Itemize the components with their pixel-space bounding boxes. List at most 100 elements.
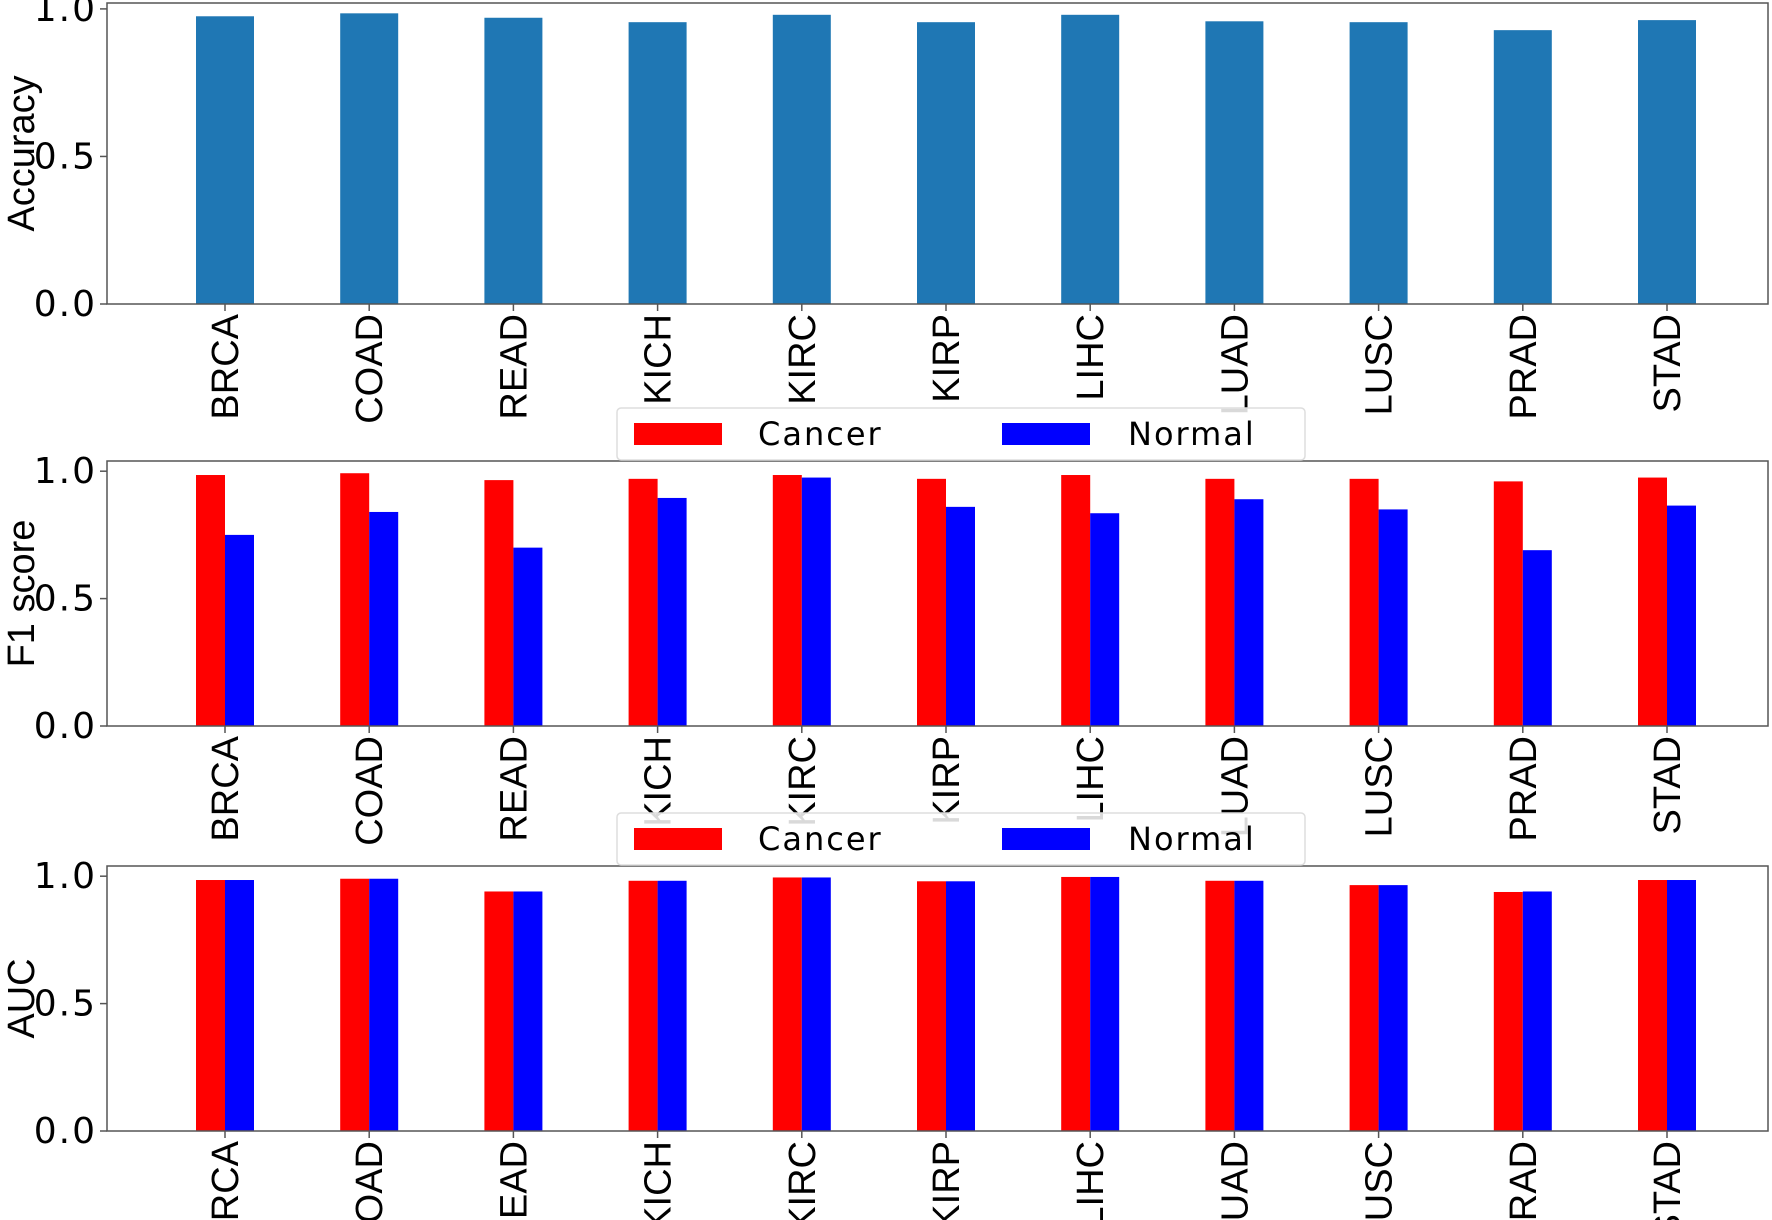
x-tick-label: KIRC <box>782 736 824 827</box>
bar-brca-normal <box>225 534 254 726</box>
x-tick-label: LUAD <box>1214 314 1256 415</box>
x-tick-label: BRCA <box>205 1140 247 1220</box>
x-tick-label: KICH <box>638 736 680 827</box>
bar-kirc-cancer <box>772 877 802 1131</box>
chart-panel-1: 0.0 0.5 1.0 BRCA COAD READ KICH KIRC KIRP LIHC LUA… <box>1 0 1769 424</box>
bar-brca-normal <box>225 880 254 1131</box>
bar-kirc-normal <box>801 877 831 1131</box>
x-tick-label: COAD <box>349 1141 391 1220</box>
bar-prad-normal <box>1522 891 1552 1131</box>
bar-lihc-cancer <box>1061 475 1091 726</box>
bar-stad <box>1638 20 1696 304</box>
bar-lusc-normal <box>1378 509 1408 726</box>
x-tick-label: LUAD <box>1214 1141 1256 1220</box>
legend: Cancer Normal <box>616 812 1306 866</box>
bar-kich-cancer <box>628 478 658 726</box>
x-tick-label: READ <box>493 736 535 842</box>
bar-coad-cancer <box>340 878 370 1131</box>
bar-coad <box>340 13 399 305</box>
bar-kirp-normal <box>946 881 975 1131</box>
bar-luad-cancer <box>1205 880 1235 1131</box>
bar-stad-cancer <box>1638 880 1667 1131</box>
bar-kirp-normal <box>946 506 975 726</box>
legend-swatch-normal <box>1002 828 1090 850</box>
legend-label-cancer: Cancer <box>758 820 883 858</box>
bar-lihc-normal <box>1090 876 1120 1131</box>
bar-brca-cancer <box>196 475 225 726</box>
bar-luad-normal <box>1234 499 1264 726</box>
y-tick-label: 0.5 <box>34 136 97 177</box>
bar-lusc-cancer <box>1349 478 1379 726</box>
legend-swatch-cancer <box>634 423 722 445</box>
x-tick-label: BRCA <box>205 313 247 419</box>
bar-kich <box>628 22 687 305</box>
bar-kich-cancer <box>628 880 658 1131</box>
y-tick-label: 0.0 <box>34 1111 97 1152</box>
legend-label-normal: Normal <box>1128 415 1256 453</box>
x-tick-label: PRAD <box>1503 314 1545 420</box>
bar-stad-cancer <box>1638 477 1667 726</box>
bar-brca <box>196 16 254 304</box>
bar-kich-normal <box>657 880 687 1131</box>
bar-read <box>484 17 543 304</box>
bar-read-cancer <box>484 480 514 726</box>
bar-kirc-normal <box>801 477 831 726</box>
bar-kich-normal <box>657 497 687 726</box>
y-axis-label: F1 score <box>1 520 43 668</box>
x-tick-label: LUSC <box>1359 314 1401 415</box>
x-tick-label: STAD <box>1647 736 1689 835</box>
y-tick-label: 0.5 <box>34 579 97 620</box>
legend-swatch-cancer <box>634 828 722 850</box>
bar-lihc-cancer <box>1061 876 1091 1131</box>
bar-luad <box>1205 21 1264 304</box>
bar-prad-cancer <box>1493 891 1523 1131</box>
bar-prad-normal <box>1522 550 1552 726</box>
y-tick-label: 0.0 <box>34 284 97 325</box>
axes-frame <box>106 865 1769 1132</box>
x-tick-label: PRAD <box>1503 1141 1545 1220</box>
bar-lusc <box>1349 22 1408 305</box>
bar-luad-normal <box>1234 880 1264 1131</box>
bar-kirc-cancer <box>772 475 802 726</box>
x-tick-label: BRCA <box>205 735 247 841</box>
bar-prad-cancer <box>1493 481 1523 726</box>
bar-brca-cancer <box>196 880 225 1131</box>
y-tick-label: 1.0 <box>34 0 97 30</box>
bar-lihc <box>1061 14 1120 304</box>
x-tick-label: LIHC <box>1070 314 1112 401</box>
y-tick-label: 0.0 <box>34 706 97 747</box>
x-tick-label: KIRP <box>926 1141 968 1220</box>
bar-stad-normal <box>1667 880 1696 1131</box>
bar-kirp <box>917 22 975 305</box>
bar-lusc-normal <box>1378 885 1408 1131</box>
bar-luad-cancer <box>1205 478 1235 726</box>
y-axis-label: AUC <box>1 958 43 1038</box>
x-tick-label: READ <box>493 314 535 420</box>
y-tick-label: 1.0 <box>34 856 97 897</box>
x-tick-label: LIHC <box>1070 736 1112 823</box>
bar-coad-cancer <box>340 473 370 726</box>
bar-lusc-cancer <box>1349 885 1379 1131</box>
x-tick-label: KICH <box>638 1141 680 1220</box>
legend-box <box>616 812 1306 866</box>
legend-swatch-normal <box>1002 423 1090 445</box>
x-tick-label: STAD <box>1647 1141 1689 1220</box>
axes-frame <box>106 460 1769 727</box>
legend: Cancer Normal <box>616 407 1306 461</box>
x-tick-label: COAD <box>349 736 391 846</box>
y-axis-label: Accuracy <box>1 75 43 231</box>
chart-panel-3: 0.0 0.5 1.0 BRCA COAD READ KICH KIRC KIRP LIHC LUA… <box>1 812 1769 1220</box>
x-tick-label: LIHC <box>1070 1141 1112 1220</box>
bar-read-cancer <box>484 891 514 1131</box>
x-tick-label: LUSC <box>1359 1141 1401 1220</box>
legend-label-cancer: Cancer <box>758 415 883 453</box>
x-tick-label: KIRP <box>926 314 968 403</box>
x-tick-label: LUSC <box>1359 736 1401 837</box>
axes-frame <box>106 2 1769 305</box>
bar-prad <box>1493 30 1552 305</box>
legend-box <box>616 407 1306 461</box>
bar-lihc-normal <box>1090 513 1120 726</box>
x-tick-label: COAD <box>349 314 391 424</box>
